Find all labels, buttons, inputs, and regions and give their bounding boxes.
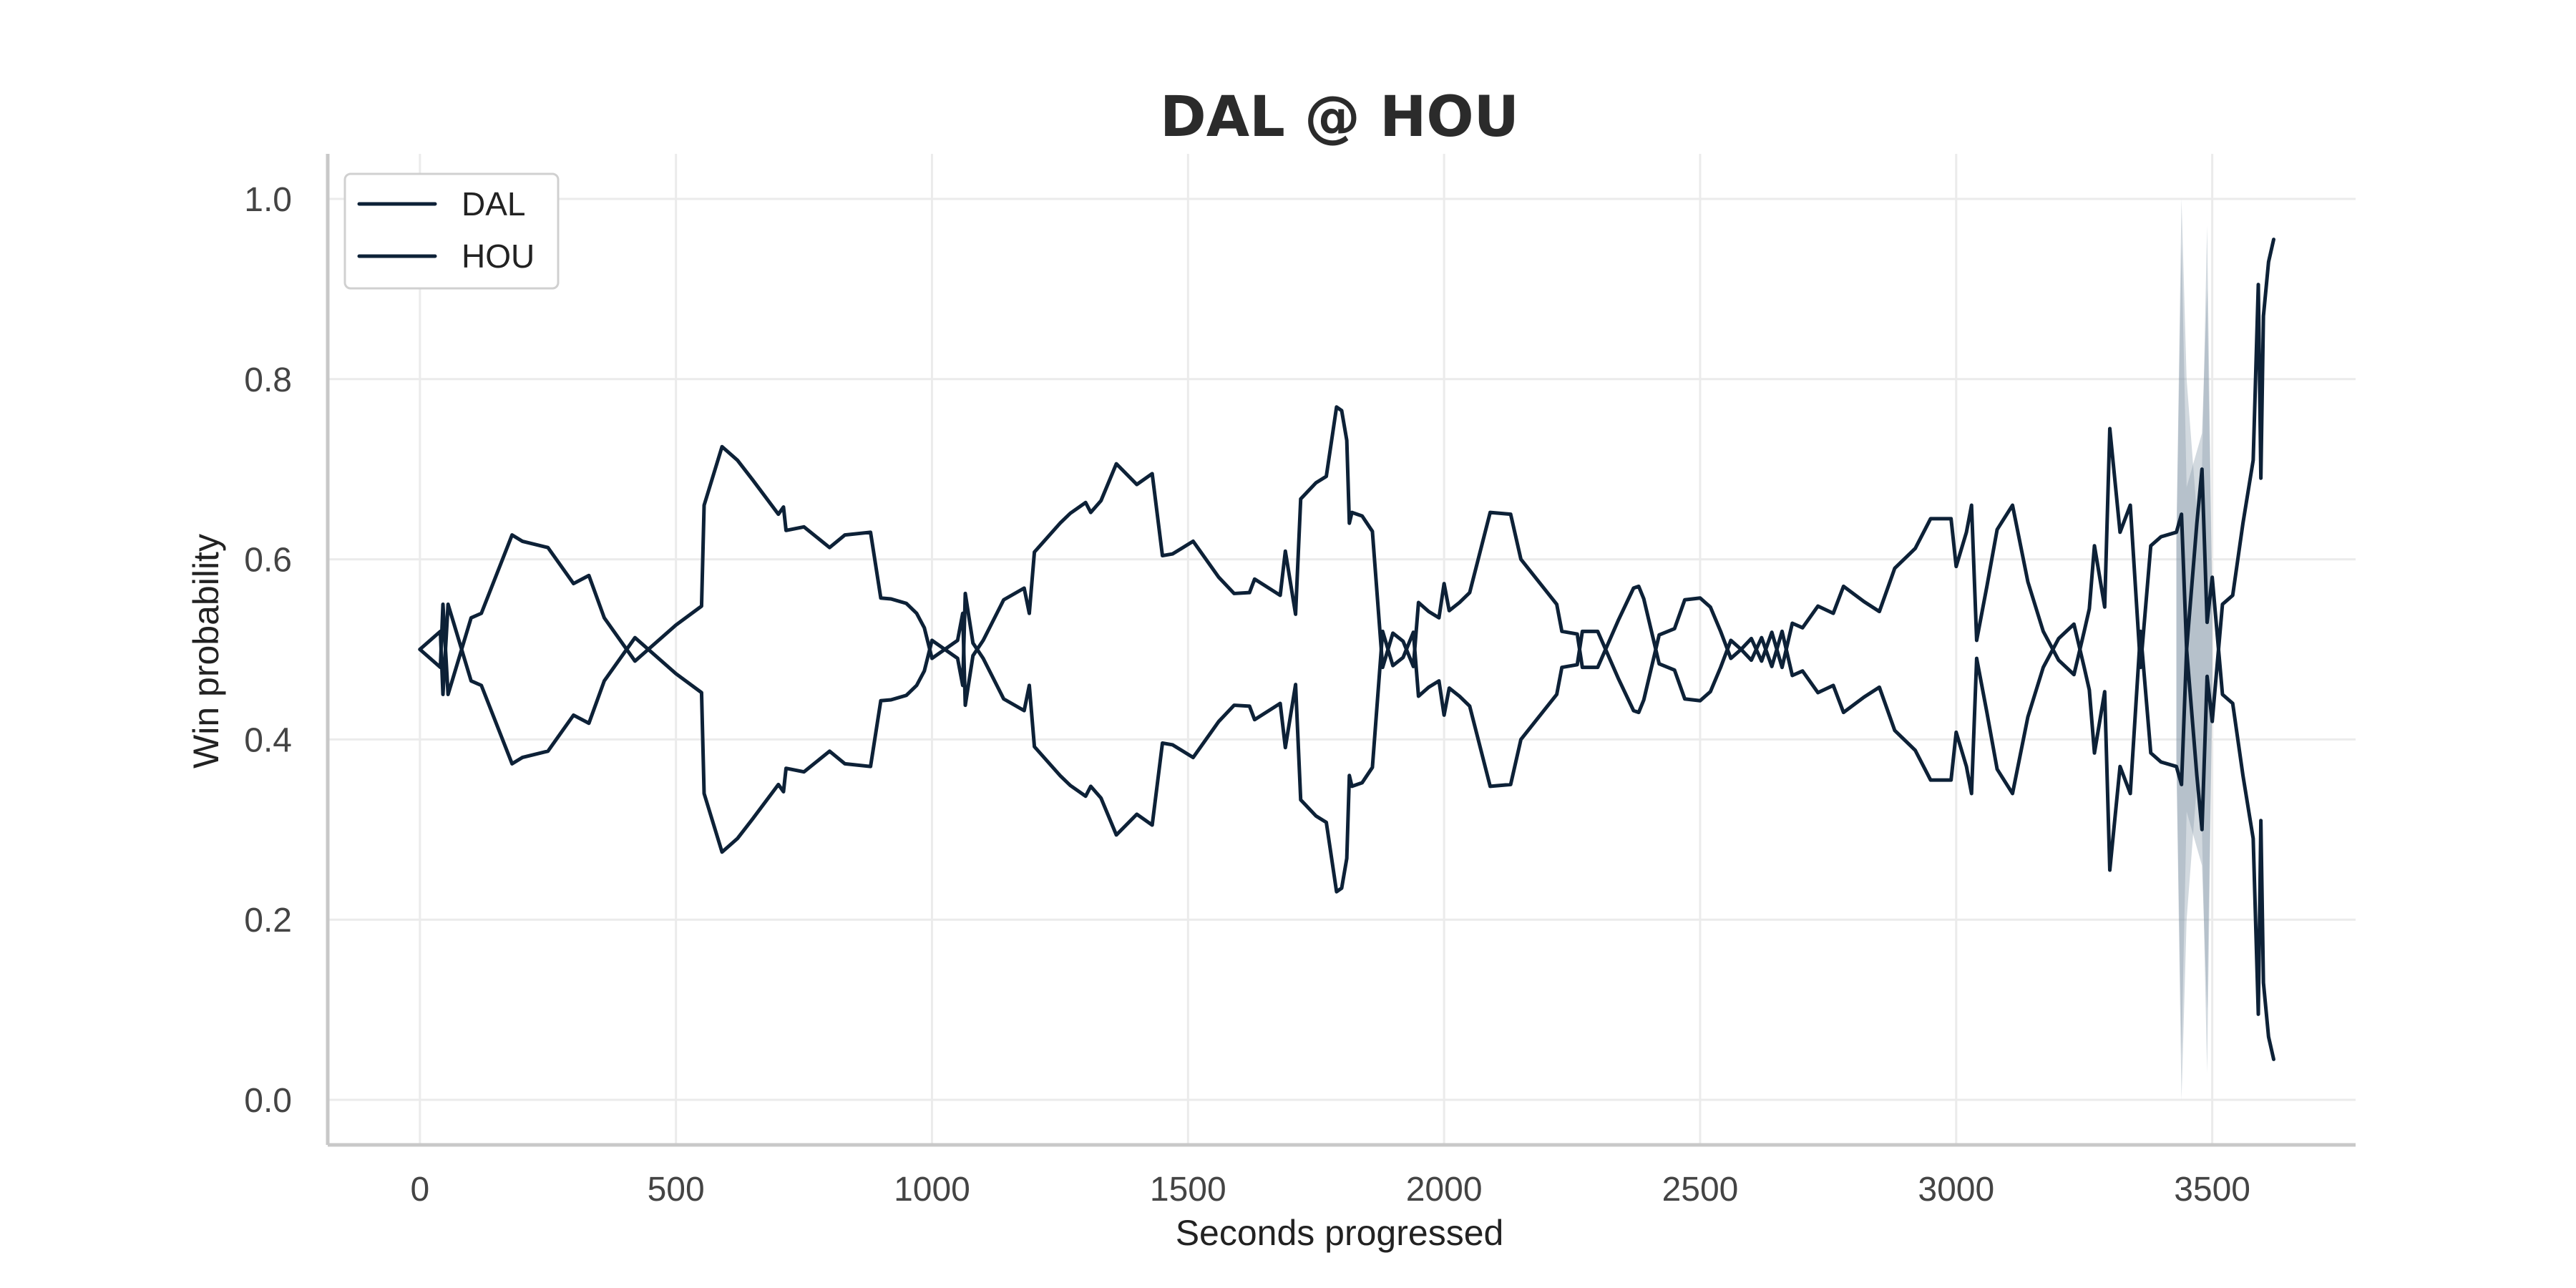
x-tick-label: 1500 bbox=[1150, 1171, 1226, 1209]
y-tick-label: 0.2 bbox=[244, 902, 292, 940]
x-tick-label: 2000 bbox=[1406, 1171, 1483, 1209]
legend-label-hou: HOU bbox=[462, 238, 535, 275]
x-tick-labels: 0 500 1000 1500 2000 2500 3000 3500 bbox=[410, 1171, 2250, 1209]
grid bbox=[328, 154, 2356, 1145]
x-tick-label: 2500 bbox=[1662, 1171, 1739, 1209]
series-line-hou bbox=[418, 426, 2275, 1061]
y-tick-label: 0.6 bbox=[244, 542, 292, 580]
uncertainty-band-hou bbox=[2176, 243, 2212, 1055]
y-tick-label: 1.0 bbox=[244, 181, 292, 219]
x-tick-label: 500 bbox=[648, 1171, 705, 1209]
x-axis-label: Seconds progressed bbox=[1176, 1213, 1504, 1253]
legend-label-dal: DAL bbox=[462, 185, 525, 223]
x-tick-label: 3000 bbox=[1918, 1171, 1994, 1209]
y-tick-label: 0.8 bbox=[244, 361, 292, 399]
y-tick-label: 0.0 bbox=[244, 1082, 292, 1120]
y-tick-labels: 0.0 0.2 0.4 0.6 0.8 1.0 bbox=[244, 181, 292, 1120]
series-line-dal bbox=[418, 238, 2275, 872]
series-lines bbox=[418, 238, 2275, 1061]
uncertainty-band-dal bbox=[2176, 198, 2212, 1101]
y-tick-label: 0.4 bbox=[244, 721, 292, 759]
x-tick-label: 0 bbox=[410, 1171, 429, 1209]
x-tick-label: 1000 bbox=[894, 1171, 970, 1209]
y-axis-label: Win probability bbox=[186, 534, 226, 769]
legend: DAL HOU bbox=[343, 172, 560, 290]
uncertainty-bands bbox=[2176, 198, 2212, 1101]
chart-title: DAL @ HOU bbox=[1160, 85, 1519, 150]
x-tick-label: 3500 bbox=[2174, 1171, 2250, 1209]
